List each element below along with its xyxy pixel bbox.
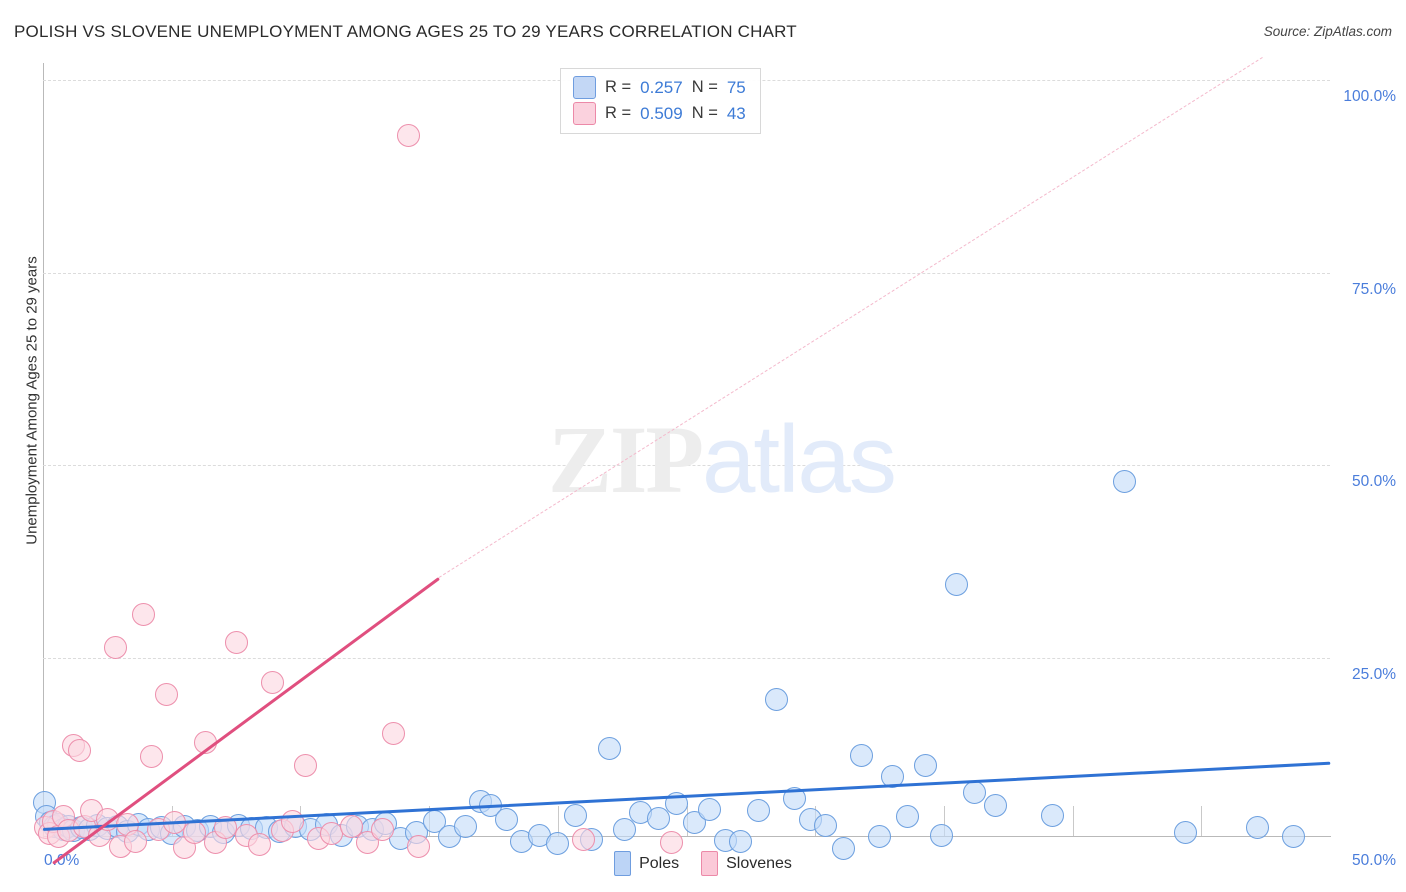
data-point-poles[interactable] <box>945 572 969 596</box>
data-point-slovenes[interactable] <box>247 833 271 856</box>
gridline-75 <box>43 272 1330 274</box>
data-point-poles[interactable] <box>850 743 874 767</box>
gridline-50 <box>43 465 1330 467</box>
data-point-poles[interactable] <box>1040 803 1064 827</box>
data-point-poles[interactable] <box>729 829 753 853</box>
y-axis-title: Unemployment Among Ages 25 to 29 years <box>23 256 41 545</box>
data-point-poles[interactable] <box>929 823 953 847</box>
slovenes-n-value: 43 <box>726 103 746 123</box>
poles-n-label: N = <box>691 78 718 96</box>
data-point-slovenes[interactable] <box>131 603 155 627</box>
slovenes-r-label: R = <box>605 104 632 122</box>
data-point-slovenes[interactable] <box>124 829 148 853</box>
data-point-slovenes[interactable] <box>294 754 318 778</box>
poles-legend-chip-icon <box>614 851 632 876</box>
series-legend: Poles Slovenes <box>0 851 1406 876</box>
data-point-poles[interactable] <box>896 805 920 829</box>
data-point-poles[interactable] <box>914 754 938 778</box>
y-tick-label-75: 75.0% <box>1352 280 1396 298</box>
gridline-25 <box>43 658 1330 659</box>
data-point-poles[interactable] <box>880 765 904 789</box>
slovenes-legend-label: Slovenes <box>726 854 792 872</box>
data-point-poles[interactable] <box>646 806 670 830</box>
data-point-poles[interactable] <box>813 813 837 837</box>
data-point-poles[interactable] <box>546 832 570 856</box>
legend-item-poles[interactable]: Poles <box>614 851 679 876</box>
data-point-slovenes[interactable] <box>183 820 207 844</box>
data-point-slovenes[interactable] <box>224 631 248 655</box>
x-tick-label-50: 50.0% <box>1352 852 1396 869</box>
data-point-poles[interactable] <box>597 737 621 761</box>
poles-r-label: R = <box>605 78 632 96</box>
data-point-slovenes[interactable] <box>281 809 305 833</box>
x-tick-mark <box>557 806 559 836</box>
data-point-slovenes[interactable] <box>67 738 91 762</box>
data-point-poles[interactable] <box>832 836 855 860</box>
data-point-poles[interactable] <box>983 794 1007 818</box>
data-point-slovenes[interactable] <box>319 822 343 846</box>
x-tick-mark <box>1072 806 1074 836</box>
data-point-poles[interactable] <box>1282 824 1306 848</box>
data-point-slovenes[interactable] <box>103 635 127 659</box>
source-attribution: Source: ZipAtlas.com <box>1263 24 1392 39</box>
page-title: POLISH VS SLOVENE UNEMPLOYMENT AMONG AGE… <box>14 22 797 41</box>
data-point-poles[interactable] <box>765 688 789 712</box>
x-tick-label-0: 0.0% <box>44 852 80 869</box>
slovenes-swatch-icon <box>573 102 596 125</box>
data-point-slovenes[interactable] <box>260 671 284 695</box>
data-point-slovenes[interactable] <box>371 817 395 841</box>
slovenes-legend-chip-icon <box>701 851 719 876</box>
poles-n-value: 75 <box>726 77 746 97</box>
data-point-slovenes[interactable] <box>659 830 683 854</box>
data-point-slovenes[interactable] <box>397 123 420 147</box>
poles-legend-label: Poles <box>639 854 680 872</box>
plot-area <box>32 56 1331 866</box>
stats-row-slovenes: R = 0.509 N = 43 <box>573 102 746 125</box>
slovenes-n-label: N = <box>691 104 718 122</box>
data-point-poles[interactable] <box>1112 470 1136 494</box>
data-point-poles[interactable] <box>963 780 987 804</box>
data-point-poles[interactable] <box>564 803 588 827</box>
data-point-poles[interactable] <box>1246 816 1270 840</box>
data-point-slovenes[interactable] <box>139 745 163 769</box>
data-point-poles[interactable] <box>747 799 771 823</box>
stats-row-poles: R = 0.257 N = 75 <box>573 76 746 99</box>
data-point-slovenes[interactable] <box>407 834 431 858</box>
data-point-poles[interactable] <box>494 807 518 831</box>
data-point-poles[interactable] <box>1174 820 1198 844</box>
trendline-extension-slovenes <box>439 56 1264 579</box>
x-tick-mark <box>1201 806 1203 836</box>
data-point-slovenes[interactable] <box>155 683 179 707</box>
x-tick-mark <box>943 806 945 836</box>
y-tick-label-100: 100.0% <box>1343 88 1396 105</box>
data-point-slovenes[interactable] <box>572 828 596 852</box>
correlation-stats-box: R = 0.257 N = 75 R = 0.509 N = 43 <box>560 68 761 134</box>
data-point-poles[interactable] <box>453 814 477 838</box>
data-point-poles[interactable] <box>698 797 722 821</box>
data-point-poles[interactable] <box>613 817 637 841</box>
y-axis-line <box>43 63 44 838</box>
x-axis-line <box>43 836 1331 837</box>
y-tick-label-50: 50.0% <box>1352 473 1396 491</box>
poles-r-value: 0.257 <box>640 77 683 97</box>
legend-item-slovenes[interactable]: Slovenes <box>701 851 792 876</box>
data-point-poles[interactable] <box>868 825 892 849</box>
poles-swatch-icon <box>573 76 596 99</box>
slovenes-r-value: 0.509 <box>640 103 683 123</box>
data-point-slovenes[interactable] <box>381 722 405 746</box>
y-tick-label-25: 25.0% <box>1352 666 1396 683</box>
